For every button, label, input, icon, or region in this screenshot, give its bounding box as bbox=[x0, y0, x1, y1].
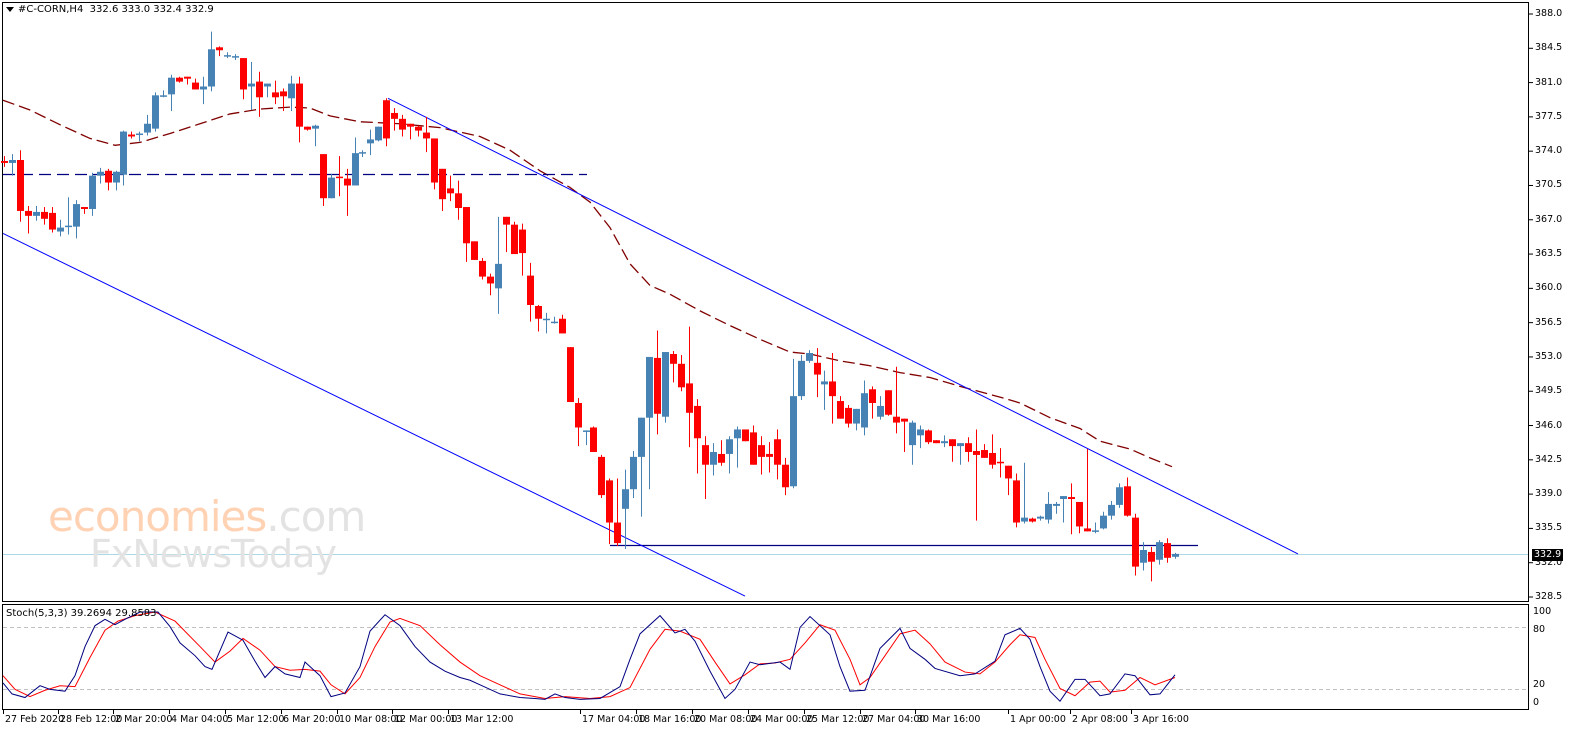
time-tick-label: 25 Mar 12:00 bbox=[806, 714, 870, 725]
price-tick-label: 349.5 bbox=[1535, 385, 1563, 397]
upper-channel-trendline[interactable] bbox=[387, 97, 1299, 555]
price-tick-label: 384.5 bbox=[1535, 42, 1563, 54]
time-tick-label: 6 Mar 20:00 bbox=[283, 714, 341, 725]
time-tick-label: 4 Mar 04:00 bbox=[171, 714, 229, 725]
price-tick-label: 370.5 bbox=[1535, 179, 1563, 191]
stoch-frame bbox=[2, 604, 1529, 710]
time-tick-label: 20 Mar 08:00 bbox=[694, 714, 758, 725]
time-tick-label: 12 Mar 00:00 bbox=[394, 714, 458, 725]
price-tick-label: 346.0 bbox=[1535, 419, 1563, 431]
lower-channel-trendline[interactable] bbox=[2, 233, 746, 597]
price-tick-label: 342.5 bbox=[1535, 453, 1563, 465]
time-tick-label: 28 Feb 12:00 bbox=[60, 714, 123, 725]
price-tick-label: 328.5 bbox=[1535, 591, 1563, 602]
stochastic-lines bbox=[2, 611, 1176, 702]
dropdown-triangle-icon[interactable] bbox=[6, 6, 14, 12]
stoch-level-label: 100 bbox=[1533, 606, 1552, 617]
trendlines[interactable] bbox=[2, 97, 1299, 597]
time-tick-label: 24 Mar 00:00 bbox=[750, 714, 814, 725]
time-tick-label: 2 Mar 20:00 bbox=[115, 714, 173, 725]
axis-ticks bbox=[3, 13, 1533, 714]
price-tick-label: 377.5 bbox=[1535, 110, 1563, 122]
main-chart-frame bbox=[2, 2, 1529, 602]
time-tick-label: 18 Mar 16:00 bbox=[638, 714, 702, 725]
price-tick-label: 360.0 bbox=[1535, 282, 1563, 294]
time-tick-label: 5 Mar 12:00 bbox=[227, 714, 285, 725]
stoch-level-label: 20 bbox=[1533, 678, 1546, 690]
price-tick-label: 374.0 bbox=[1535, 145, 1563, 157]
time-tick-label: 27 Feb 2020 bbox=[5, 714, 65, 725]
chart-title[interactable]: #C-CORN,H4 332.6 333.0 332.4 332.9 bbox=[6, 4, 214, 15]
stochastic-label: Stoch(5,3,3) 39.2694 29.8583 bbox=[6, 608, 157, 619]
time-tick-label: 10 Mar 08:00 bbox=[339, 714, 403, 725]
symbol-timeframe: #C-CORN,H4 bbox=[18, 4, 84, 15]
price-tick-label: 353.0 bbox=[1535, 350, 1563, 362]
ohlc-values: 332.6 333.0 332.4 332.9 bbox=[89, 4, 214, 15]
price-tick-label: 332.0 bbox=[1535, 556, 1563, 568]
watermark-fxnewstoday: FxNewsToday bbox=[90, 532, 337, 576]
time-tick-label: 1 Apr 00:00 bbox=[1010, 714, 1066, 725]
price-tick-label: 367.0 bbox=[1535, 213, 1563, 225]
time-tick-label: 30 Mar 16:00 bbox=[917, 714, 981, 725]
current-price-tag: 332.9 bbox=[1532, 549, 1564, 561]
stoch-level-label: 0 bbox=[1533, 697, 1540, 708]
stoch-level-label: 80 bbox=[1533, 624, 1546, 636]
time-tick-label: 13 Mar 12:00 bbox=[450, 714, 514, 725]
candlesticks bbox=[1, 31, 1179, 582]
time-tick-label: 3 Apr 16:00 bbox=[1133, 714, 1189, 725]
watermark-economies: economies.com bbox=[48, 492, 366, 541]
moving-average-line bbox=[2, 99, 1173, 468]
price-tick-label: 356.5 bbox=[1535, 316, 1563, 328]
price-tick-label: 388.0 bbox=[1535, 8, 1563, 19]
time-tick-label: 17 Mar 04:00 bbox=[582, 714, 646, 725]
price-tick-label: 335.5 bbox=[1535, 522, 1563, 534]
time-tick-label: 27 Mar 04:00 bbox=[862, 714, 926, 725]
price-tick-label: 363.5 bbox=[1535, 248, 1563, 260]
price-tick-label: 381.0 bbox=[1535, 76, 1563, 88]
price-tick-label: 339.0 bbox=[1535, 488, 1563, 500]
time-tick-label: 2 Apr 08:00 bbox=[1072, 714, 1128, 725]
